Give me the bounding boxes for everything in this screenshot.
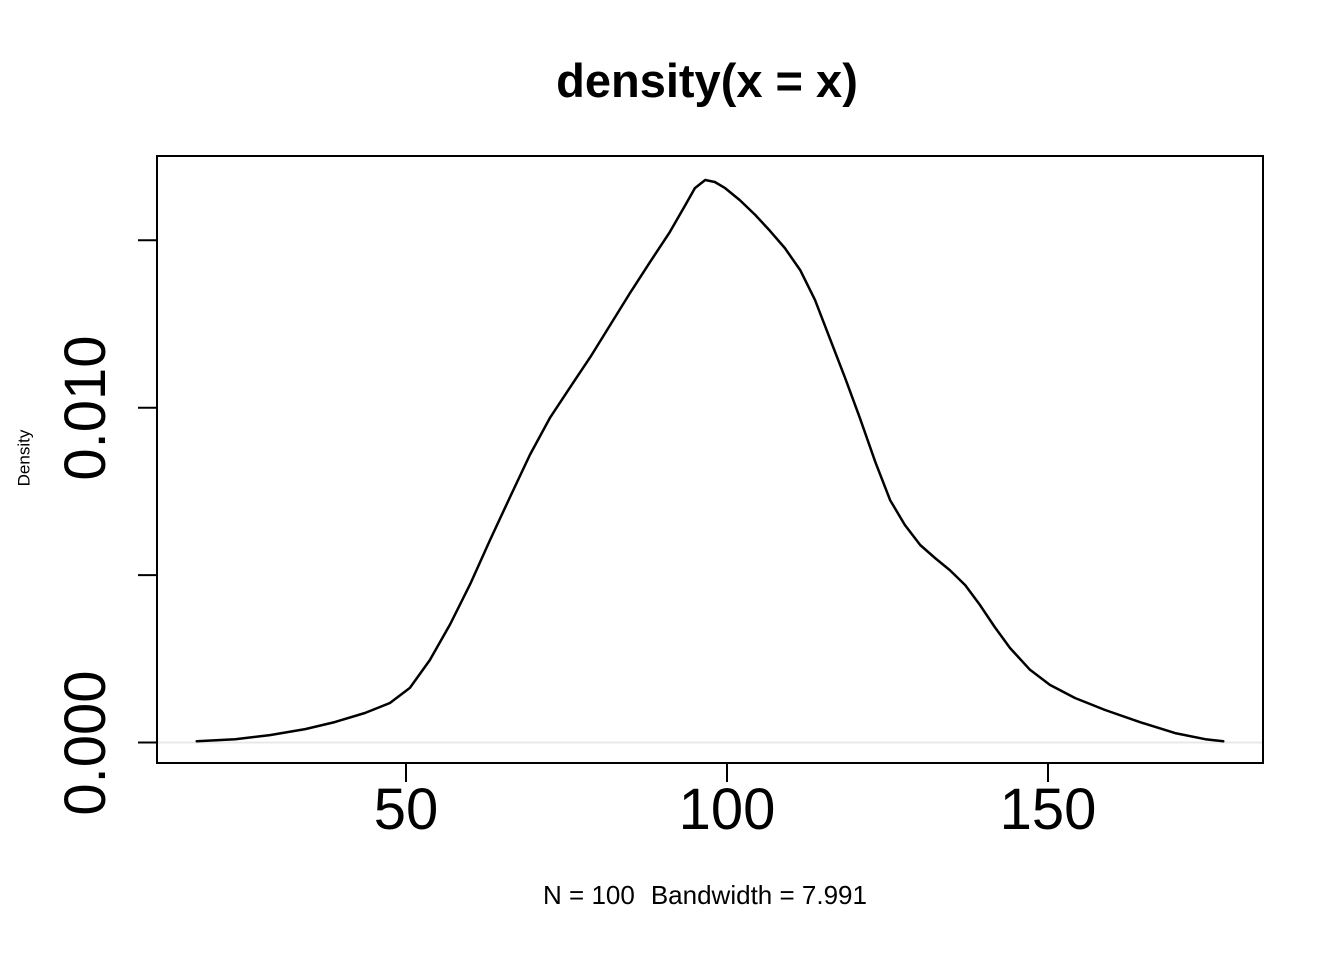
y-tick-label-0.010: 0.010 <box>53 335 118 481</box>
x-axis-caption: N = 100 Bandwidth = 7.991 <box>543 882 867 908</box>
density-curve <box>195 178 1225 743</box>
caption-n: N = 100 <box>543 880 635 910</box>
plot-frame <box>156 155 1264 764</box>
x-tick-label-50: 50 <box>373 777 439 842</box>
x-tick-label-100: 100 <box>678 777 776 842</box>
x-tick-label-150: 150 <box>999 777 1097 842</box>
caption-bandwidth: Bandwidth = 7.991 <box>650 880 867 910</box>
y-axis-title: Density <box>14 429 34 487</box>
chart-title: density(x = x) <box>556 54 858 107</box>
y-tick-label-0.000: 0.000 <box>53 669 118 816</box>
